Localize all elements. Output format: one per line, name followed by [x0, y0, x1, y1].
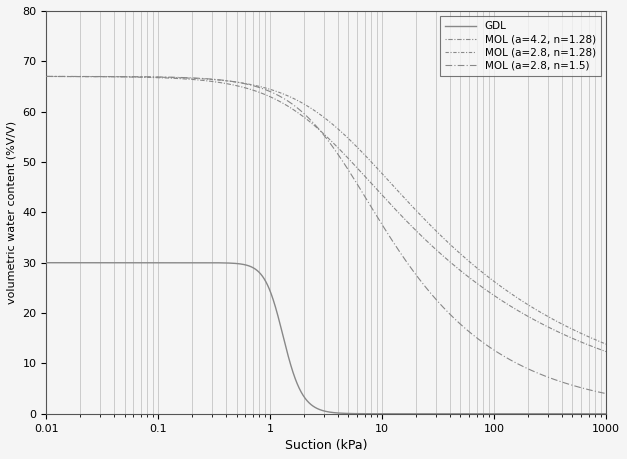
MOL (a=4.2, n=1.28)	[300, 114, 307, 120]
MOL (a=4.2, n=1.28)	[586, 343, 593, 348]
MOL (a=2.8, n=1.5)	[315, 126, 322, 131]
MOL (a=2.8, n=1.28)	[300, 101, 307, 106]
Legend: GDL, MOL (a=4.2, n=1.28), MOL (a=2.8, n=1.28), MOL (a=2.8, n=1.5): GDL, MOL (a=4.2, n=1.28), MOL (a=2.8, n=…	[440, 16, 601, 76]
MOL (a=2.8, n=1.28)	[315, 111, 322, 116]
GDL	[43, 260, 50, 265]
MOL (a=2.8, n=1.5)	[483, 343, 491, 348]
MOL (a=4.2, n=1.28)	[483, 288, 491, 293]
GDL	[586, 411, 594, 416]
MOL (a=2.8, n=1.28)	[586, 335, 593, 340]
GDL	[71, 260, 78, 265]
GDL	[603, 411, 610, 416]
MOL (a=4.2, n=1.28)	[586, 343, 594, 348]
MOL (a=2.8, n=1.5)	[300, 111, 307, 116]
MOL (a=2.8, n=1.5)	[586, 387, 593, 392]
GDL	[315, 406, 322, 412]
MOL (a=4.2, n=1.28)	[43, 74, 50, 79]
Line: GDL: GDL	[46, 263, 606, 414]
Y-axis label: volumetric water content (%V/V): volumetric water content (%V/V)	[7, 121, 17, 304]
MOL (a=4.2, n=1.28)	[603, 349, 610, 354]
MOL (a=2.8, n=1.5)	[43, 73, 50, 79]
MOL (a=2.8, n=1.28)	[603, 341, 610, 347]
Line: MOL (a=2.8, n=1.28): MOL (a=2.8, n=1.28)	[46, 77, 606, 344]
MOL (a=2.8, n=1.28)	[43, 74, 50, 79]
MOL (a=2.8, n=1.5)	[603, 391, 610, 397]
MOL (a=2.8, n=1.28)	[483, 273, 491, 279]
X-axis label: Suction (kPa): Suction (kPa)	[285, 439, 367, 452]
MOL (a=2.8, n=1.5)	[71, 74, 78, 79]
MOL (a=4.2, n=1.28)	[71, 74, 78, 79]
MOL (a=2.8, n=1.5)	[586, 387, 594, 393]
GDL	[586, 411, 593, 416]
MOL (a=2.8, n=1.28)	[71, 74, 78, 79]
GDL	[483, 411, 491, 416]
Line: MOL (a=2.8, n=1.5): MOL (a=2.8, n=1.5)	[46, 76, 606, 394]
MOL (a=4.2, n=1.28)	[315, 126, 322, 132]
MOL (a=2.8, n=1.28)	[586, 335, 594, 340]
Line: MOL (a=4.2, n=1.28): MOL (a=4.2, n=1.28)	[46, 77, 606, 352]
GDL	[300, 393, 307, 399]
